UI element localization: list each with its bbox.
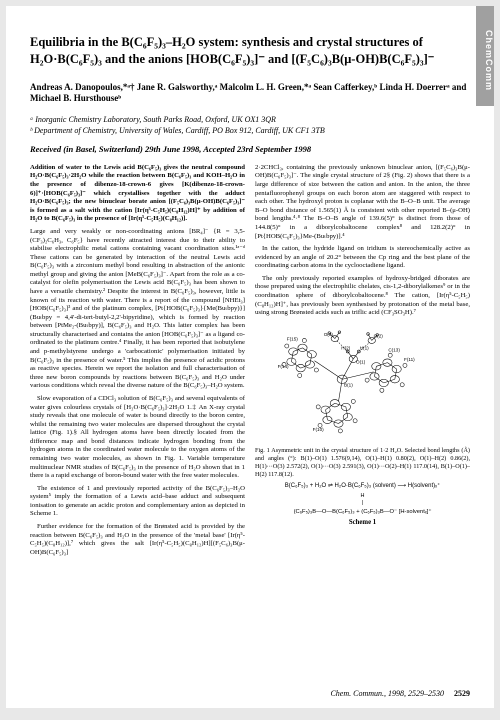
svg-text:O(1): O(1) <box>356 359 366 364</box>
scheme-1-diagram: B(C₆F₅)₃ + H₂O ⇌ H₂O·B(C₆F₅)₃ (solvent) … <box>255 482 470 516</box>
scheme-1-label: Scheme 1 <box>255 519 470 528</box>
received-line: Received (in Basel, Switzerland) 29th Ju… <box>30 144 470 154</box>
body-paragraph: In the cation, the hydride ligand on iri… <box>255 245 470 271</box>
svg-text:F(14): F(14) <box>278 364 289 369</box>
article-title: Equilibria in the B(C₆F₅)₃–H₂O system: s… <box>30 34 470 68</box>
body-paragraph: The existence of 1 and previously report… <box>30 485 245 519</box>
two-column-body: Addition of water to the Lewis acid B(C₆… <box>30 164 470 561</box>
affiliation-b: ᵇ Department of Chemistry, University of… <box>30 126 470 136</box>
footer-journal-ref: Chem. Commun., 1998, 2529–2530 <box>330 689 444 698</box>
journal-sidebar-tab: ChemComm <box>476 6 494 106</box>
svg-text:B(1): B(1) <box>344 382 353 387</box>
body-paragraph: Further evidence for the formation of th… <box>30 523 245 557</box>
scheme-1: B(C₆F₅)₃ + H₂O ⇌ H₂O·B(C₆F₅)₃ (solvent) … <box>255 482 470 528</box>
affiliation-a: ᵃ Inorganic Chemistry Laboratory, South … <box>30 115 470 125</box>
figure-1-structure: B(1) O(1) O(2) O(3) H(1) H(2) F(15) F(11… <box>255 322 470 442</box>
scheme-line: B(C₆F₅)₃ + H₂O ⇌ H₂O·B(C₆F₅)₃ (solvent) … <box>255 482 470 490</box>
figure-1-caption: Fig. 1 Asymmetric unit in the crystal st… <box>255 447 470 478</box>
body-paragraph: The only previously reported examples of… <box>255 275 470 318</box>
svg-text:F(15): F(15) <box>287 336 298 341</box>
right-column: 2·2CHCl₃, containing the previously unkn… <box>255 164 470 561</box>
page-footer: Chem. Commun., 1998, 2529–2530 2529 <box>30 689 470 698</box>
svg-text:H(2): H(2) <box>341 345 350 350</box>
figure-1: B(1) O(1) O(2) O(3) H(1) H(2) F(15) F(11… <box>255 322 470 479</box>
svg-text:O(2): O(2) <box>374 333 384 338</box>
footer-page-number: 2529 <box>454 689 470 698</box>
svg-text:F(10): F(10) <box>313 427 324 432</box>
body-paragraph: 2·2CHCl₃, containing the previously unkn… <box>255 164 470 241</box>
authors-line: Andreas A. Danopoulos,*ᵃ† Jane R. Galswo… <box>30 82 470 105</box>
body-paragraph: Large and very weakly or non-coordinatin… <box>30 228 245 391</box>
svg-text:O(3): O(3) <box>324 332 334 337</box>
affiliations: ᵃ Inorganic Chemistry Laboratory, South … <box>30 115 470 136</box>
svg-text:C(13): C(13) <box>388 347 400 352</box>
scheme-line: (C₆F₅)₃B—O—B(C₆F₅)₃ + (C₆F₅)₃B—O⁻ [H-sol… <box>255 508 470 516</box>
abstract-text: Addition of water to the Lewis acid B(C₆… <box>30 164 245 224</box>
left-column: Addition of water to the Lewis acid B(C₆… <box>30 164 245 561</box>
svg-text:H(1): H(1) <box>360 345 369 350</box>
svg-text:F(11): F(11) <box>404 357 415 362</box>
body-paragraph: Slow evaporation of a CDCl₃ solution of … <box>30 395 245 481</box>
